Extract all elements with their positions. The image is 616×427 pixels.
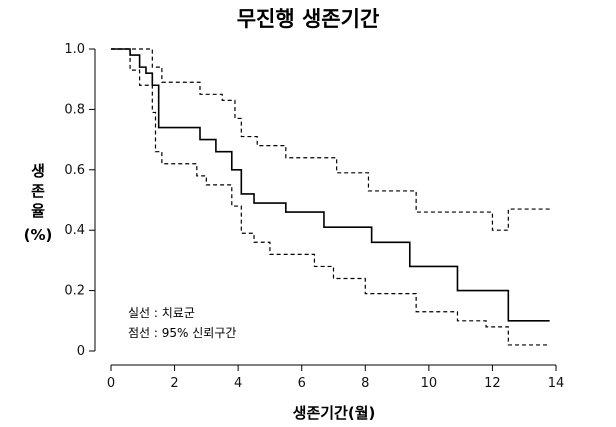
legend-dashed: 점선 : 95% 신뢰구간 <box>128 326 236 340</box>
x-tick-label: 0 <box>107 376 115 391</box>
y-tick-label: 1.0 <box>64 42 85 57</box>
x-tick-label: 2 <box>170 376 178 391</box>
x-tick-label: 10 <box>421 376 438 391</box>
confidence-band-1 <box>111 48 550 231</box>
y-tick-label: 0.4 <box>64 223 85 238</box>
y-tick-label: 0.8 <box>64 102 85 117</box>
survival-curve <box>111 48 550 322</box>
series-layer <box>111 48 550 346</box>
confidence-band-2 <box>111 48 550 346</box>
axes: 0 0.2 0.4 0.6 0.8 1.0 0 2 4 6 8 10 12 14 <box>64 42 564 391</box>
y-tick-label: 0.2 <box>64 284 85 299</box>
x-tick-label: 14 <box>548 376 565 391</box>
y-tick-label: 0.6 <box>64 163 85 178</box>
y-axis-label-3: 율 <box>31 202 45 220</box>
legend-solid: 실선 : 치료군 <box>128 306 195 320</box>
x-tick-label: 12 <box>484 376 501 391</box>
y-axis-label-1: 생 <box>31 162 45 180</box>
x-axis-label: 생존기간(월) <box>293 404 376 422</box>
x-tick-label: 4 <box>234 376 242 391</box>
x-tick-label: 8 <box>361 376 369 391</box>
chart-title: 무진행 생존기간 <box>237 7 380 31</box>
y-axis-label-4: (%) <box>24 226 53 244</box>
x-tick-label: 6 <box>298 376 306 391</box>
y-axis-label-2: 존 <box>31 182 45 200</box>
y-tick-label: 0 <box>77 344 85 359</box>
